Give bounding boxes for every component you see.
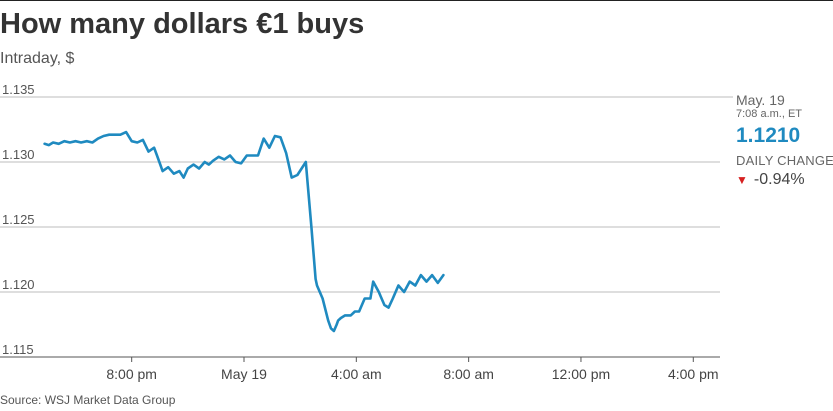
x-tick-label: 4:00 pm	[668, 366, 719, 382]
x-tick-label: 4:00 am	[331, 366, 382, 382]
latest-time: 7:08 a.m., ET	[736, 108, 803, 120]
y-tick-label: 1.125	[2, 212, 35, 227]
y-tick-label: 1.135	[2, 82, 35, 97]
chart-subtitle: Intraday, $	[0, 50, 75, 67]
latest-date: May. 19	[736, 92, 785, 108]
x-tick-label: May 19	[221, 366, 267, 382]
source-note: Source: WSJ Market Data Group	[0, 393, 176, 407]
x-tick-label: 8:00 pm	[106, 366, 157, 382]
daily-change-value: -0.94%	[753, 171, 805, 188]
daily-change-label: DAILY CHANGE	[736, 153, 833, 168]
down-arrow-icon: ▼	[736, 173, 748, 187]
x-tick-label: 8:00 am	[443, 366, 494, 382]
daily-change: ▼ -0.94%	[736, 171, 805, 189]
y-tick-label: 1.130	[2, 147, 35, 162]
chart-title: How many dollars €1 buys	[0, 8, 365, 40]
latest-price: 1.1210	[736, 124, 801, 147]
y-tick-label: 1.120	[2, 277, 35, 292]
x-tick-label: 12:00 pm	[552, 366, 610, 382]
series-line	[43, 130, 445, 333]
y-tick-label: 1.115	[2, 342, 34, 357]
top-rule	[0, 0, 833, 1]
